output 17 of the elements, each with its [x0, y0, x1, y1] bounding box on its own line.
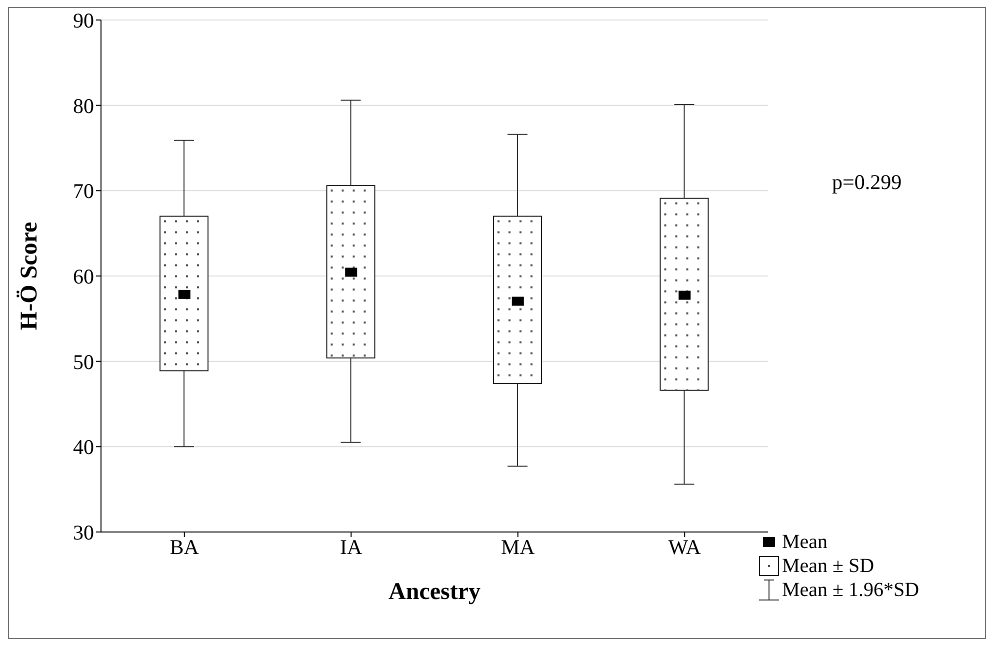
- y-tick-label: 40: [73, 435, 94, 460]
- x-tick-label: WA: [668, 534, 702, 559]
- y-tick-label: 60: [73, 264, 94, 288]
- y-tick-label: 90: [73, 8, 94, 32]
- text: p=0.299: [832, 170, 902, 195]
- text: Mean ± SD: [782, 554, 874, 578]
- x-tick-label: IA: [340, 534, 364, 559]
- x-tick-label: BA: [170, 534, 200, 559]
- x-tick-label: MA: [500, 534, 536, 559]
- y-tick-label: 30: [73, 520, 94, 544]
- text: Mean ± 1.96*SD: [782, 578, 920, 602]
- x-axis-title: Ancestry: [388, 579, 480, 606]
- y-tick-label: 70: [73, 179, 94, 204]
- y-axis-title: H-Ö Score: [16, 222, 43, 330]
- text: Mean: [782, 530, 828, 554]
- y-tick-label: 80: [73, 94, 94, 118]
- y-tick-label: 50: [73, 350, 94, 374]
